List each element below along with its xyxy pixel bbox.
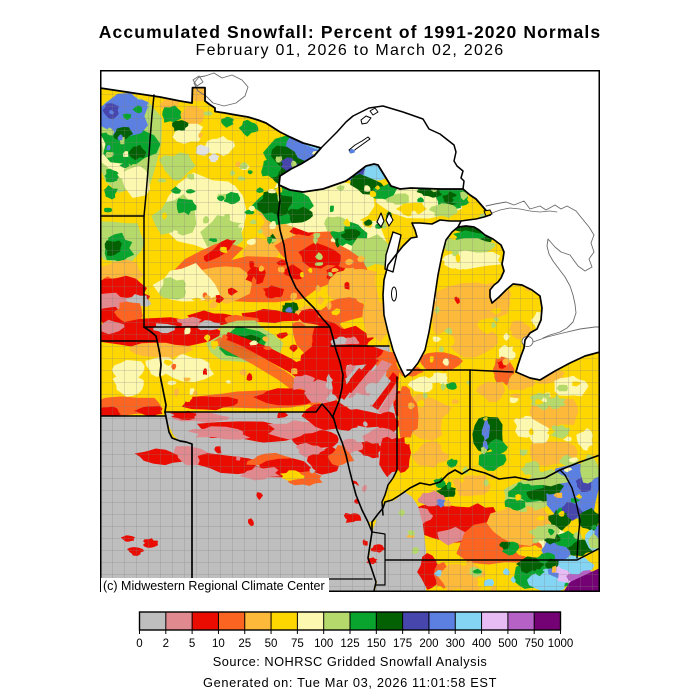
svg-text:5: 5 (189, 638, 195, 650)
svg-text:100: 100 (314, 638, 333, 650)
svg-text:500: 500 (498, 638, 517, 650)
svg-text:2: 2 (163, 638, 169, 650)
svg-text:200: 200 (419, 638, 438, 650)
svg-text:400: 400 (472, 638, 491, 650)
svg-text:10: 10 (212, 638, 225, 650)
svg-text:1000: 1000 (548, 638, 574, 650)
svg-text:0: 0 (136, 638, 142, 650)
svg-text:50: 50 (265, 638, 278, 650)
svg-text:75: 75 (291, 638, 304, 650)
svg-text:150: 150 (367, 638, 386, 650)
svg-text:125: 125 (340, 638, 359, 650)
svg-text:750: 750 (525, 638, 544, 650)
svg-text:25: 25 (238, 638, 251, 650)
svg-text:175: 175 (393, 638, 412, 650)
svg-text:300: 300 (446, 638, 465, 650)
